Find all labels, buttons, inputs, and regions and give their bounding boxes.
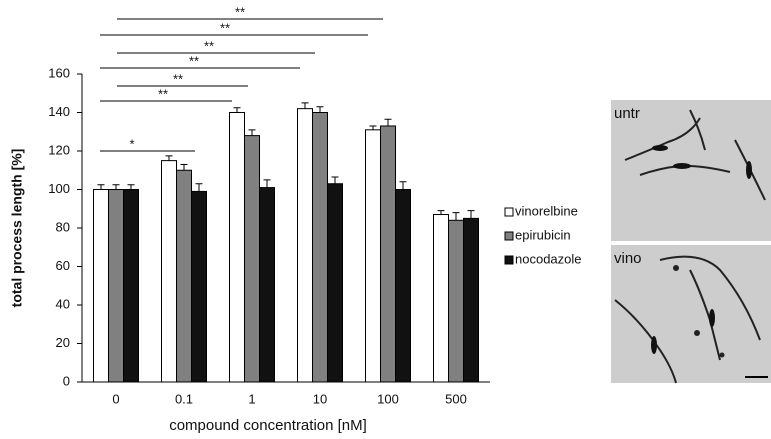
legend-swatch [504,207,514,217]
significance-label: ** [158,86,168,101]
error-bar [437,210,445,215]
bar [312,112,328,383]
legend-label: nocodazole [515,251,582,266]
x-tick-label: 10 [313,391,327,406]
image-label: vino [614,250,642,267]
error-bar [127,184,135,190]
error-bar [331,176,339,184]
bar [123,189,139,383]
legend-label: vinorelbine [515,203,578,218]
error-bar [97,184,105,190]
y-tick-label: 100 [48,181,70,196]
error-bar [233,107,241,113]
bar [176,169,192,383]
bar [365,129,381,383]
bar [229,112,245,383]
error-bar [195,183,203,192]
significance-label: ** [173,71,183,86]
y-tick-label: 20 [56,335,70,350]
y-tick-label: 60 [56,258,70,273]
bar [161,160,177,383]
bar [244,135,260,383]
x-tick-label: 0.1 [175,391,193,406]
legend-swatch [504,255,514,265]
error-bar [301,102,309,109]
y-tick-label: 160 [48,65,70,80]
bar [191,190,207,383]
error-bar [112,184,120,190]
micrograph [611,100,771,384]
x-tick-label: 100 [377,391,399,406]
error-bar [467,210,475,219]
y-tick-label: 140 [48,104,70,119]
error-bar [384,118,392,126]
error-bar [248,129,256,136]
bar [433,214,449,383]
x-axis-title: compound concentration [nM] [169,417,367,434]
significance-label: ** [189,53,199,68]
bar [259,187,275,383]
y-tick-label: 0 [63,373,70,388]
error-bar [316,106,324,113]
bar [297,108,313,383]
image-label: untr [614,105,640,122]
bar [463,217,479,383]
bar [380,125,396,383]
y-tick-label: 40 [56,296,70,311]
y-axis-title: total process length [%] [9,149,25,308]
error-bar [369,125,377,130]
legend-swatch [504,231,514,241]
x-tick-label: 1 [248,391,255,406]
error-bar [452,212,460,221]
bar [108,189,124,383]
legend-label: epirubicin [515,227,571,242]
significance-label: * [129,136,134,151]
significance-label: ** [204,38,214,53]
y-tick-label: 120 [48,142,70,157]
significance-label: ** [220,20,230,35]
error-bar [263,179,271,188]
bar [327,183,343,383]
x-tick-label: 0 [112,391,119,406]
bar [395,189,411,383]
bar [448,219,464,383]
significance-label: ** [235,4,245,19]
x-tick-label: 500 [445,391,467,406]
error-bar [180,163,188,171]
error-bar [165,155,173,161]
y-tick-label: 80 [56,219,70,234]
error-bar [399,181,407,190]
bar [93,189,109,383]
